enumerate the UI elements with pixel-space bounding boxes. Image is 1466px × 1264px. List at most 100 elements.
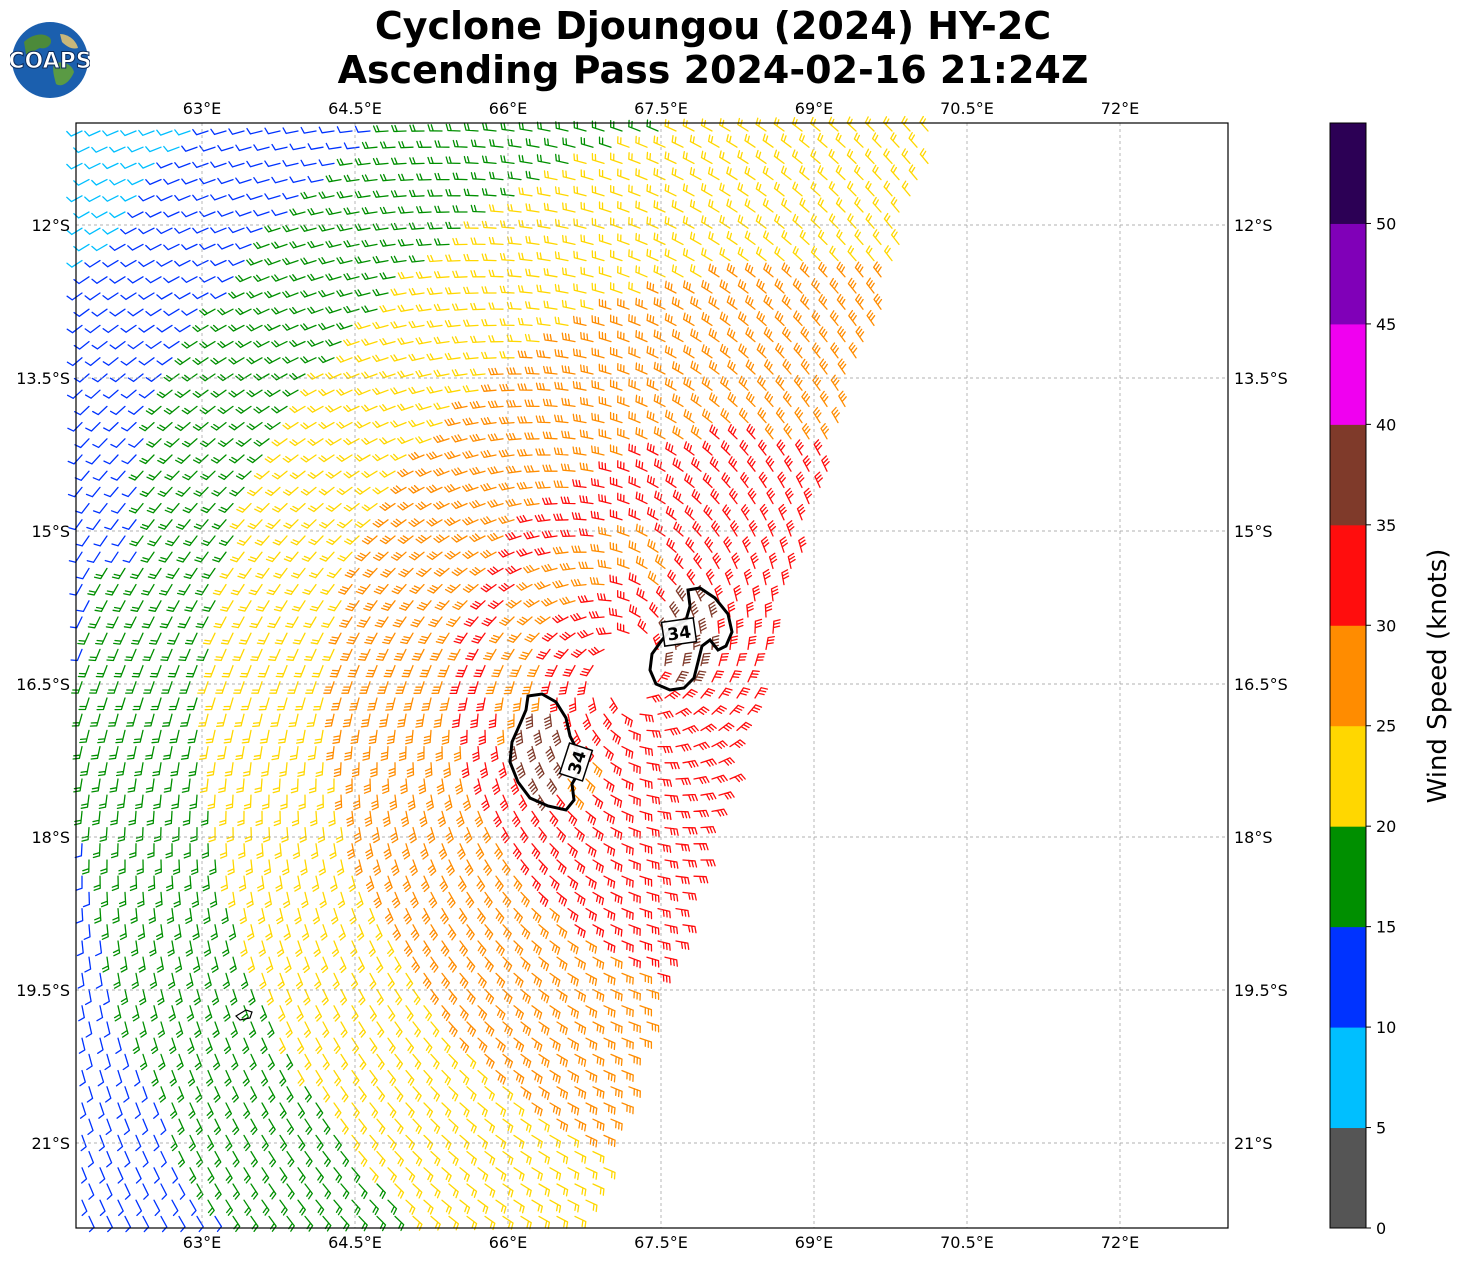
wind-barb — [157, 454, 173, 465]
wind-barb — [336, 388, 353, 396]
wind-barb — [90, 745, 101, 760]
wind-barb — [592, 729, 601, 746]
wind-barb — [447, 648, 461, 661]
wind-barb — [653, 135, 666, 148]
wind-barb — [357, 956, 365, 974]
wind-barb — [508, 745, 518, 763]
wind-barb — [145, 243, 162, 251]
lat-tick-label-left: 18°S — [31, 828, 70, 847]
wind-barb — [131, 632, 144, 645]
wind-barb — [301, 924, 310, 941]
wind-barb — [445, 616, 461, 628]
wind-barb — [354, 289, 371, 297]
wind-barb — [609, 314, 623, 327]
wind-barb — [674, 553, 684, 570]
wind-barb — [233, 681, 245, 694]
wind-barb — [653, 167, 666, 181]
wind-barb — [339, 956, 347, 974]
wind-barb — [573, 250, 587, 262]
wind-barb — [203, 940, 212, 957]
wind-barb — [243, 794, 252, 810]
wind-barb — [205, 1037, 213, 1055]
wind-barb — [426, 826, 436, 844]
wind-barb — [74, 405, 90, 416]
wind-barb — [818, 261, 828, 278]
wind-barb — [317, 826, 326, 843]
wind-barb — [448, 1086, 459, 1102]
wind-barb — [343, 305, 360, 314]
wind-barb — [246, 324, 263, 332]
wind-barb — [286, 1150, 295, 1168]
wind-barb — [701, 408, 713, 424]
wind-barb — [84, 389, 101, 399]
wind-barb — [307, 372, 324, 380]
wind-barb — [519, 826, 529, 844]
wind-barb — [354, 388, 371, 396]
wind-barb — [744, 166, 756, 181]
wind-barb — [740, 504, 750, 521]
wind-barb — [585, 1069, 598, 1083]
wind-barb — [196, 1150, 204, 1168]
wind-barb — [556, 859, 567, 875]
wind-barb — [409, 189, 425, 198]
wind-barb — [646, 988, 660, 1001]
wind-barb — [135, 1199, 143, 1217]
wind-barb — [160, 1183, 168, 1200]
wind-barb — [400, 778, 408, 795]
wind-barb — [796, 503, 806, 521]
wind-barb — [691, 457, 702, 472]
wind-barb — [105, 616, 119, 629]
wind-barb — [266, 583, 281, 596]
wind-barb — [95, 664, 108, 678]
wind-barb — [481, 794, 490, 812]
wind-barb — [531, 907, 542, 924]
wind-barb — [520, 956, 531, 972]
wind-barb — [87, 1118, 94, 1136]
wind-barb — [115, 762, 126, 777]
wind-barb — [261, 1167, 270, 1184]
wind-barb — [691, 489, 702, 505]
wind-barb — [303, 1021, 312, 1038]
wind-barb — [86, 519, 101, 531]
wind-barb — [762, 230, 774, 246]
wind-barb — [752, 585, 761, 602]
wind-barb — [657, 940, 671, 951]
wind-barb — [513, 1167, 525, 1182]
wind-barb — [428, 616, 443, 628]
wind-barb — [520, 1150, 532, 1165]
wind-barb — [75, 502, 90, 514]
wind-barb — [129, 843, 137, 859]
wind-barb — [646, 345, 659, 359]
wind-barb — [354, 486, 371, 495]
wind-barb — [568, 697, 577, 713]
wind-barb — [466, 988, 476, 1005]
wind-barb — [91, 308, 108, 317]
wind-barb — [592, 1183, 605, 1196]
wind-barb — [134, 1102, 141, 1119]
wind-barb — [192, 259, 209, 267]
wind-barb — [117, 826, 126, 842]
wind-barb — [110, 438, 126, 448]
colorbar-label: Wind Speed (knots) — [1423, 549, 1453, 804]
wind-barb — [104, 1053, 111, 1071]
wind-barb — [336, 191, 353, 199]
wind-barb — [135, 826, 144, 842]
wind-barb — [799, 197, 810, 213]
wind-barb — [621, 940, 634, 953]
wind-barb — [156, 259, 173, 267]
wind-barb — [667, 569, 677, 586]
wind-barb — [693, 809, 710, 818]
wind-barb — [482, 826, 492, 844]
wind-barb — [639, 778, 653, 790]
wind-barb — [148, 600, 162, 612]
wind-barb — [755, 214, 767, 229]
wind-barb — [343, 438, 360, 446]
wind-barb — [675, 585, 687, 602]
wind-barb — [373, 891, 382, 909]
wind-barb — [192, 454, 209, 464]
wind-barb — [756, 343, 767, 359]
wind-barb — [847, 277, 857, 294]
wind-barb — [462, 450, 479, 459]
wind-barb — [708, 601, 718, 618]
wind-barb — [289, 745, 299, 761]
